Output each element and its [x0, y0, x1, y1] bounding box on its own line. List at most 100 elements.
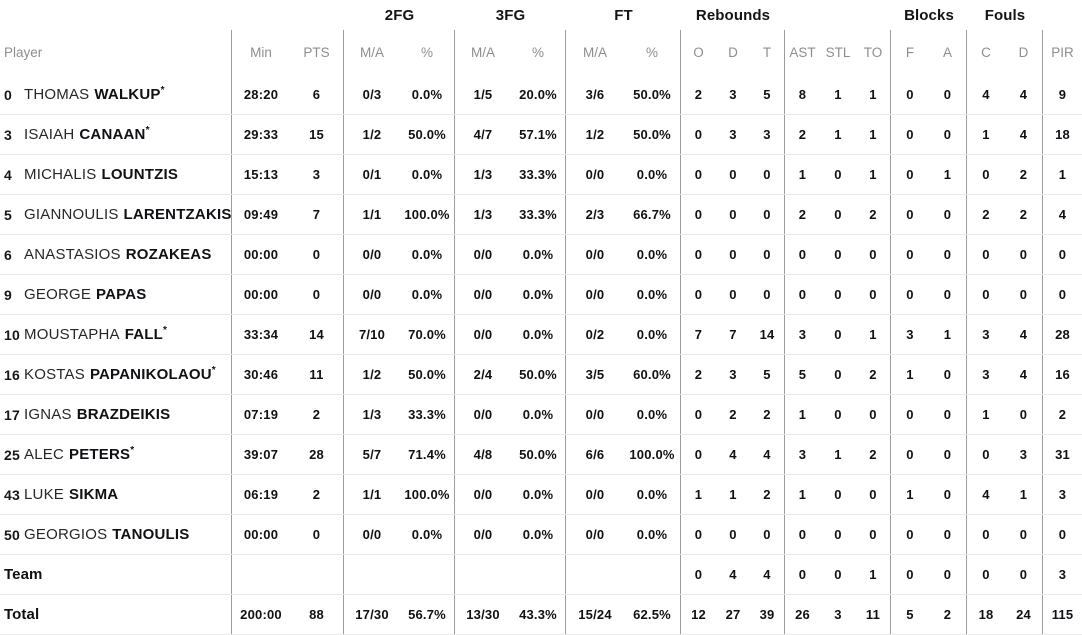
cell-3fg-ma: 0/0 [473, 327, 493, 342]
cell-foul-d: 24 [1005, 595, 1043, 634]
cell-3fg-ma: 2/4 [473, 367, 493, 382]
player-cell: 17 IGNAS BRAZDEIKIS [0, 395, 232, 434]
cell-foul-c: 1 [982, 127, 990, 142]
cell-ft-ma: 0/0 [585, 527, 605, 542]
player-first-name: GEORGE [24, 286, 92, 303]
starter-mark: * [130, 445, 135, 456]
col-reb-d-label: D [728, 45, 738, 60]
player-cell: 0 THOMAS WALKUP* [0, 75, 232, 114]
cell-3fg-ma: 0/0 [473, 247, 493, 262]
cell-foul-c: 3 [982, 367, 990, 382]
player-name: Total [4, 606, 39, 623]
cell-reb-t: 0 [750, 515, 785, 554]
cell-2fg-pct: 71.4% [400, 435, 455, 474]
cell-3fg-pct: 33.3% [511, 155, 566, 194]
cell-reb-t: 2 [750, 395, 785, 434]
player-name: THOMAS WALKUP* [24, 86, 165, 104]
cell-stl: 0 [834, 527, 842, 542]
cell-foul-d: 4 [1005, 115, 1043, 154]
cell-foul-c: 0 [982, 447, 990, 462]
cell-reb-d: 0 [729, 527, 737, 542]
cell-ast: 0 [798, 287, 807, 302]
player-last-name: SIKMA [69, 486, 119, 503]
cell-reb-t: 5 [750, 355, 785, 394]
cell-pts: 0 [290, 275, 344, 314]
cell-pir: 28 [1055, 327, 1070, 342]
cell-2fg-ma: 7/10 [358, 327, 386, 342]
jersey-number: 50 [4, 526, 20, 543]
cell-ft-ma: 0/0 [585, 167, 605, 182]
cell-foul-c: 4 [982, 87, 990, 102]
cell-2fg-ma: 1/1 [362, 487, 382, 502]
cell-reb-t: 0 [750, 195, 785, 234]
cell-ft-pct: 0.0% [624, 395, 681, 434]
player-first-name: MOUSTAPHA [24, 326, 120, 343]
cell-blk-a: 0 [929, 235, 967, 274]
player-last-name: FALL [124, 326, 163, 343]
cell-to: 2 [856, 435, 891, 474]
cell-reb-o: 0 [694, 447, 703, 462]
cell-stl: 0 [834, 407, 842, 422]
player-first-name: ALEC [24, 446, 64, 463]
cell-2fg-pct: 33.3% [400, 395, 455, 434]
cell-reb-t: 0 [750, 275, 785, 314]
cell-blk-f: 0 [906, 167, 914, 182]
cell-pts: 7 [290, 195, 344, 234]
player-last-name: CANAAN [79, 126, 146, 143]
cell-ft-ma: 3/5 [585, 367, 605, 382]
player-first-name: ISAIAH [24, 126, 75, 143]
cell-pts: 2 [290, 395, 344, 434]
cell-foul-c: 3 [982, 327, 990, 342]
cell-stl: 3 [834, 607, 842, 622]
table-row: 17 IGNAS BRAZDEIKIS 07:19 2 1/3 33.3% 0/0… [0, 395, 1082, 435]
cell-2fg-ma: 0/0 [362, 287, 382, 302]
cell-2fg-ma: 0/0 [362, 527, 382, 542]
jersey-number: 6 [4, 246, 12, 263]
cell-3fg-pct: 0.0% [511, 315, 566, 354]
cell-pir: 0 [1058, 247, 1067, 262]
cell-pir: 4 [1058, 207, 1067, 222]
cell-foul-c: 1 [982, 407, 990, 422]
table-row: 10 MOUSTAPHA FALL* 33:34 14 7/10 70.0% 0/… [0, 315, 1082, 355]
cell-2fg-ma: 1/1 [362, 207, 382, 222]
starter-mark: * [163, 325, 168, 336]
cell-to: 1 [856, 75, 891, 114]
cell-3fg-pct: 0.0% [511, 235, 566, 274]
cell-2fg-ma: 0/1 [362, 167, 382, 182]
cell-ast: 0 [798, 527, 807, 542]
cell-3fg-ma: 0/0 [473, 287, 493, 302]
cell-2fg-pct: 100.0% [400, 475, 455, 514]
player-cell: 4 MICHALIS LOUNTZIS [0, 155, 232, 194]
cell-to: 1 [856, 315, 891, 354]
cell-ft-pct: 0.0% [624, 515, 681, 554]
cell-reb-o: 0 [694, 527, 703, 542]
cell-3fg-pct: 50.0% [511, 435, 566, 474]
cell-pts: 28 [290, 435, 344, 474]
cell-min: 00:00 [243, 287, 279, 302]
player-first-name: THOMAS [24, 86, 90, 103]
cell-3fg-ma: 4/8 [473, 447, 493, 462]
cell-reb-t: 4 [750, 555, 785, 594]
player-cell: 3 ISAIAH CANAAN* [0, 115, 232, 154]
cell-foul-d: 2 [1005, 195, 1043, 234]
cell-blk-a: 0 [929, 115, 967, 154]
cell-ast: 3 [798, 447, 807, 462]
player-name: Team [4, 566, 42, 583]
cell-2fg-pct: 56.7% [400, 595, 455, 634]
cell-reb-d: 4 [729, 567, 737, 582]
cell-ft-ma [566, 555, 624, 594]
cell-3fg-ma: 1/5 [473, 87, 493, 102]
group-ft-label: FT [614, 6, 633, 24]
cell-stl: 1 [834, 447, 842, 462]
cell-ft-pct: 100.0% [624, 435, 681, 474]
cell-blk-a: 0 [929, 75, 967, 114]
cell-reb-d: 0 [729, 207, 737, 222]
cell-3fg-ma: 13/30 [466, 607, 500, 622]
cell-blk-f: 0 [906, 247, 914, 262]
player-name: KOSTAS PAPANIKOLAOU* [24, 366, 216, 384]
player-last-name: PAPAS [96, 286, 147, 303]
cell-3fg-pct: 57.1% [511, 115, 566, 154]
cell-3fg-ma: 0/0 [473, 407, 493, 422]
cell-reb-t: 14 [750, 315, 785, 354]
